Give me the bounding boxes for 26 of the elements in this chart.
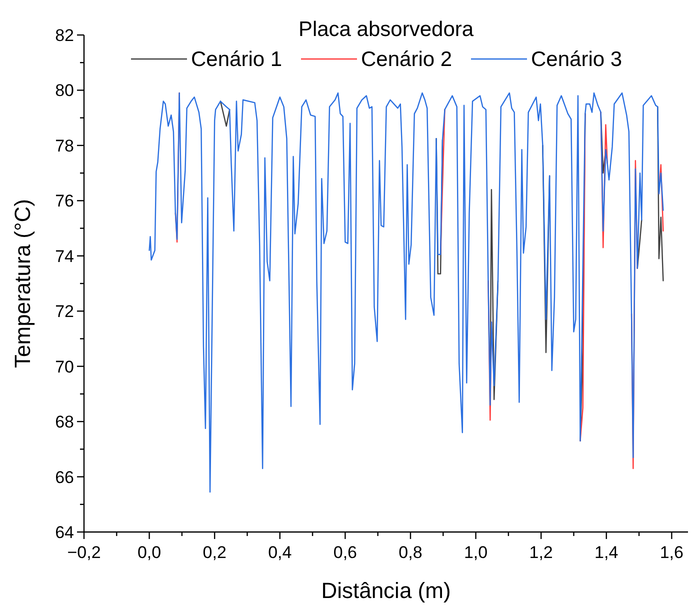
- y-tick-label: 66: [55, 468, 74, 487]
- legend-label: Cenário 2: [361, 48, 452, 71]
- y-tick-label: 78: [55, 136, 74, 156]
- legend-label: Cenário 3: [531, 48, 622, 71]
- y-tick-label: 70: [55, 357, 74, 376]
- y-tick-label: 72: [55, 302, 74, 322]
- x-tick-label: 1,6: [660, 543, 684, 562]
- y-tick-label: 82: [55, 26, 74, 45]
- x-tick-label: 0,2: [202, 543, 226, 562]
- legend-title: Placa absorvedora: [298, 18, 474, 41]
- x-tick-label: 0,0: [137, 543, 162, 562]
- legend-label: Cenário 1: [191, 48, 282, 71]
- y-tick-label: 68: [55, 412, 74, 432]
- x-tick-label: 0,8: [398, 543, 422, 562]
- y-tick-label: 74: [55, 246, 74, 266]
- x-tick-label: −0,2: [67, 543, 101, 562]
- y-tick-label: 80: [55, 81, 74, 100]
- x-tick-label: 1,0: [464, 543, 488, 562]
- x-tick-label: 1,2: [529, 543, 553, 562]
- x-tick-label: 1,4: [594, 543, 618, 562]
- x-tick-label: 0,4: [268, 543, 292, 562]
- y-tick-label: 64: [55, 523, 74, 542]
- x-tick-label: 0,6: [333, 543, 358, 562]
- x-axis-title: Distância (m): [321, 578, 451, 603]
- y-tick-label: 76: [55, 192, 74, 211]
- y-axis-title: Temperatura (°C): [10, 199, 35, 368]
